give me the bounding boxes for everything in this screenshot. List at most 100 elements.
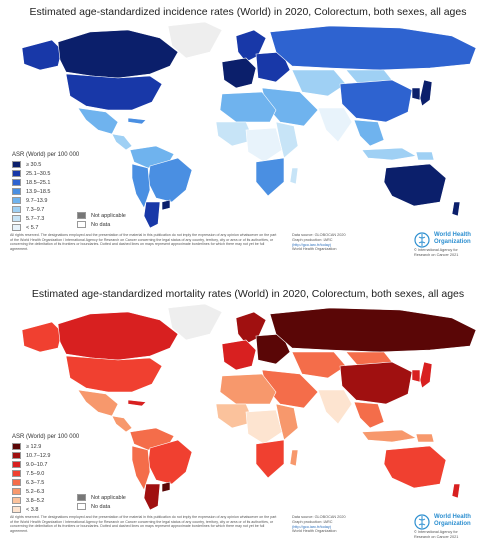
legend-no-data: No data (77, 502, 126, 511)
no-data-label: No data (91, 503, 111, 510)
legend-swatch (12, 497, 21, 504)
who-name-1: World Health (434, 232, 471, 238)
region-southern-africa (255, 157, 285, 197)
legend-swatch (12, 470, 21, 477)
region-central-asia (291, 351, 347, 379)
region-cuba (127, 117, 147, 125)
legend-swatch (12, 179, 21, 186)
region-argentina (143, 483, 161, 510)
legend-item: 18.5–25.1 (12, 178, 132, 187)
region-png (415, 151, 435, 161)
legend-label: 5.2–6.3 (26, 488, 45, 495)
map-title: Estimated age-standardized incidence rat… (29, 6, 467, 18)
legend-label: 13.9–18.5 (26, 188, 51, 195)
legend-item: 6.3–7.5 (12, 478, 132, 487)
no-data-label: No data (91, 221, 111, 228)
legend-label: < 3.8 (26, 506, 39, 513)
who-emblem-icon (414, 514, 430, 530)
source-link[interactable]: (http://gco.iarc.fr/today) (292, 242, 332, 247)
legend-label: 6.3–7.5 (26, 479, 45, 486)
legend-swatch (12, 488, 21, 495)
who-emblem-icon (414, 232, 430, 248)
legend-label: 7.5–9.0 (26, 470, 45, 477)
region-australia (383, 163, 447, 207)
region-uruguay (161, 481, 171, 493)
region-mexico (77, 389, 119, 417)
region-western-europe (221, 57, 257, 89)
iarc-line-2: Research on Cancer 2021 (414, 252, 459, 257)
region-korea (411, 87, 421, 101)
region-mexico (77, 107, 119, 135)
map-title: Estimated age-standardized mortality rat… (31, 288, 465, 300)
no-data-swatch (77, 221, 86, 228)
who-logo: World Health Organization © Internationa… (414, 514, 494, 544)
data-source: Data source: GLOBOCAN 2020 (292, 233, 346, 237)
legend-swatch (12, 461, 21, 468)
region-central-america (111, 133, 133, 151)
region-usa (65, 73, 163, 111)
region-brazil (147, 439, 193, 485)
region-andes (131, 445, 151, 491)
region-north-africa (219, 373, 277, 405)
region-southeast-asia (353, 119, 385, 147)
legend-no-data: No data (77, 220, 126, 229)
legend-swatch (12, 479, 21, 486)
not-applicable-label: Not applicable (91, 212, 126, 219)
legend-item: 9.0–10.7 (12, 460, 132, 469)
source-link[interactable]: (http://gco.iarc.fr/today) (292, 524, 332, 529)
legend-swatch (12, 197, 21, 204)
region-southeast-asia (353, 401, 385, 429)
incidence-panel: Estimated age-standardized incidence rat… (0, 0, 496, 275)
region-greenland (167, 21, 223, 59)
region-indonesia (361, 429, 417, 443)
who-name-2: Organization (434, 520, 471, 527)
no-data-swatch (77, 503, 86, 510)
legend-swatch (12, 506, 21, 513)
source-block: Data source: GLOBOCAN 2020 Graph product… (292, 515, 382, 534)
region-north-africa (219, 91, 277, 123)
who-credit: World Health Organization (292, 247, 337, 252)
who-name-2: Organization (434, 238, 471, 245)
legend-swatch (12, 188, 21, 195)
legend-item: 10.7–12.9 (12, 451, 132, 460)
data-source: Data source: GLOBOCAN 2020 (292, 515, 346, 519)
not-applicable-swatch (77, 212, 86, 219)
region-korea (411, 369, 421, 383)
region-central-africa (245, 127, 283, 163)
legend-extra: Not applicable No data (77, 493, 126, 511)
region-alaska (21, 321, 63, 353)
who-name-1: World Health (434, 514, 471, 520)
legend-item: 13.9–18.5 (12, 187, 132, 196)
region-usa (65, 355, 163, 393)
region-new-zealand (451, 201, 461, 217)
legend-item: ≥ 12.9 (12, 442, 132, 451)
disclaimer-text: All rights reserved. The designations em… (10, 233, 277, 251)
region-india (317, 107, 353, 143)
region-russia (269, 307, 477, 353)
legend-label: 5.7–7.3 (26, 215, 45, 222)
region-central-asia (291, 69, 347, 97)
legend-swatch (12, 443, 21, 450)
region-china (339, 79, 413, 123)
region-canada (57, 311, 179, 361)
disclaimer-text: All rights reserved. The designations em… (10, 515, 277, 533)
legend-swatch (12, 452, 21, 459)
region-argentina (143, 201, 161, 228)
region-east-africa (275, 403, 299, 441)
legend-item: 9.7–13.9 (12, 196, 132, 205)
legend-swatch (12, 224, 21, 231)
legend-label: 25.1–30.5 (26, 170, 51, 177)
region-indonesia (361, 147, 417, 161)
region-australia (383, 445, 447, 489)
region-madagascar (289, 449, 299, 467)
region-greenland (167, 303, 223, 341)
legend-item: 7.5–9.0 (12, 469, 132, 478)
who-logo: World Health Organization © Internationa… (414, 232, 494, 262)
legend-label: 10.7–12.9 (26, 452, 51, 459)
legend-label: 7.3–9.7 (26, 206, 45, 213)
source-block: Data source: GLOBOCAN 2020 Graph product… (292, 233, 382, 252)
mortality-panel: Estimated age-standardized mortality rat… (0, 282, 496, 557)
who-credit: World Health Organization (292, 529, 337, 534)
legend-label: ≥ 30.5 (26, 161, 42, 168)
region-west-africa (215, 121, 255, 147)
